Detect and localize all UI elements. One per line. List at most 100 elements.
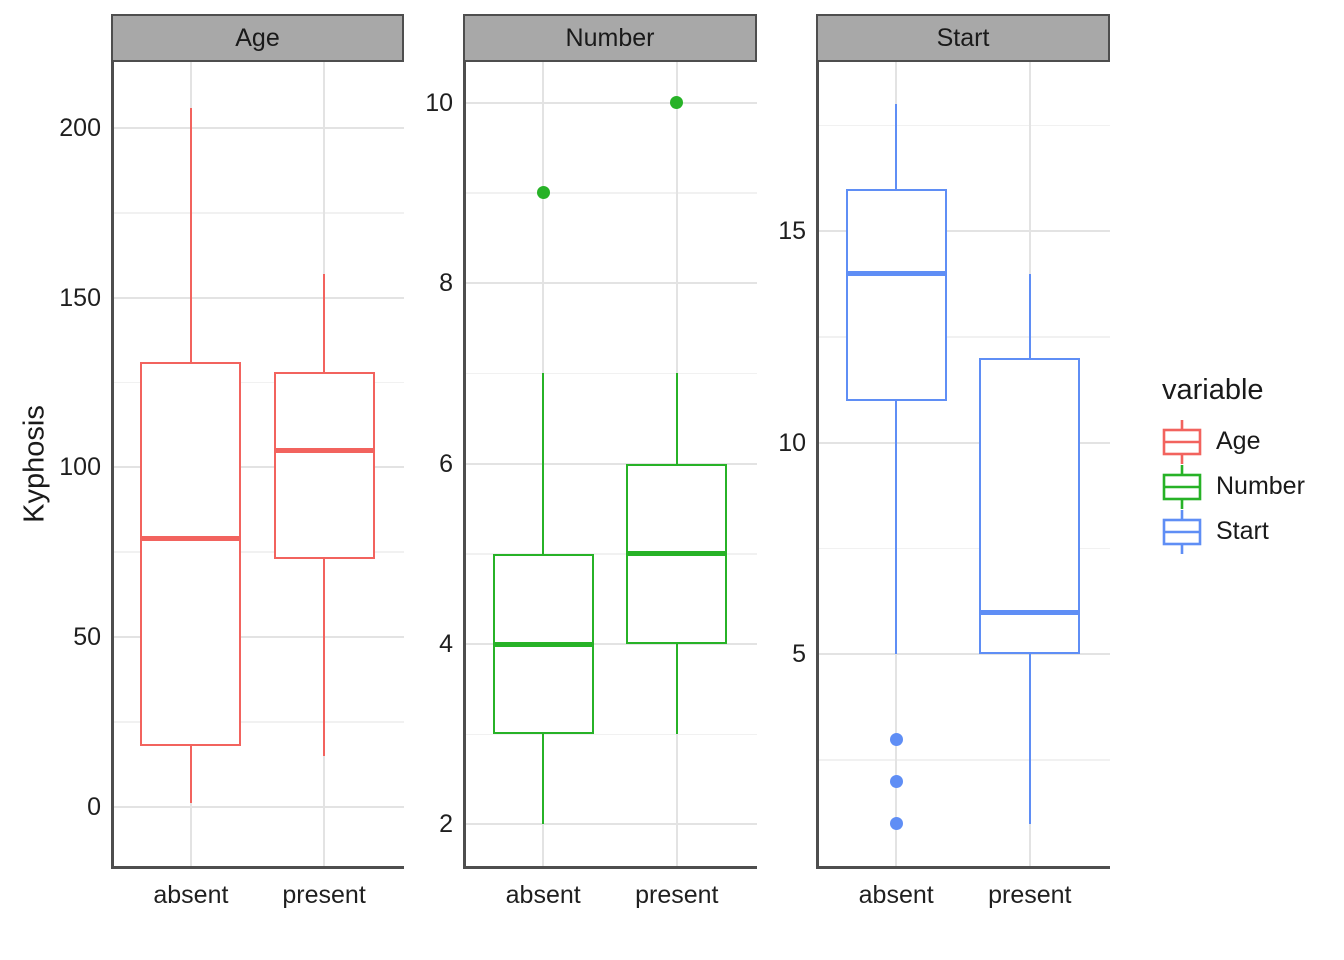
y-tick-label: 200: [59, 114, 101, 143]
legend-label: Number: [1216, 472, 1305, 500]
box-iqr: [979, 358, 1081, 655]
whisker-upper: [894, 104, 898, 189]
axis-line-y: [816, 62, 819, 869]
outlier-dot: [889, 817, 903, 831]
y-tick-label: 10: [778, 428, 806, 457]
legend-entry-number: Number: [1162, 464, 1305, 509]
whisker-lower: [1028, 654, 1032, 824]
gridline-minor: [111, 381, 404, 384]
whisker-lower: [675, 644, 679, 735]
legend-entries: Age Number Start: [1162, 419, 1305, 554]
y-tick-label: 150: [59, 283, 101, 312]
axis-line-y: [463, 62, 466, 869]
legend: variable Age Number Start: [1162, 374, 1305, 554]
facet-strip-age: Age: [111, 14, 404, 62]
axis-line-x: [463, 866, 757, 869]
gridline-minor: [111, 212, 404, 214]
x-tick-label: absent: [505, 881, 581, 909]
gridline-major: [111, 296, 404, 299]
gridline-minor: [463, 553, 757, 555]
y-tick-label: 10: [425, 88, 453, 117]
gridline-minor: [111, 721, 404, 723]
whisker-upper: [541, 373, 545, 554]
facet-strip-label: Start: [936, 23, 990, 52]
whisker-lower: [189, 745, 193, 804]
facet-strip-start: Start: [816, 14, 1110, 62]
gridline-major: [111, 636, 404, 638]
gridline-major: [111, 805, 404, 808]
boxplot-age-present: [111, 62, 404, 866]
gridline-major: [111, 466, 404, 469]
facet-strip-number: Number: [463, 14, 757, 62]
gridline-major: [816, 441, 1110, 444]
gridline-minor: [463, 733, 757, 735]
legend-label: Age: [1216, 427, 1261, 455]
whisker-upper: [189, 107, 193, 363]
median-line: [140, 536, 242, 542]
whisker-lower: [894, 400, 898, 655]
facet-panel-number: [463, 62, 757, 866]
boxplot-glyph-icon: [1162, 509, 1202, 554]
gridline-major: [816, 230, 1110, 233]
median-line: [845, 271, 947, 277]
median-line: [273, 447, 375, 453]
x-tick-label: present: [282, 881, 366, 909]
gridline-major: [463, 643, 757, 646]
gridline-minor: [816, 547, 1110, 550]
gridline-major: [463, 823, 757, 826]
boxplot-start-present: [816, 62, 1110, 866]
y-tick-label: 50: [73, 623, 101, 651]
outlier-dot: [670, 96, 684, 110]
box-iqr: [140, 362, 242, 746]
whisker-upper: [675, 373, 679, 464]
legend-label: Start: [1216, 517, 1269, 545]
x-tick-label: absent: [858, 881, 934, 909]
legend-entry-age: Age: [1162, 419, 1305, 464]
whisker-upper: [1028, 273, 1032, 359]
whisker-lower: [322, 558, 326, 756]
outlier-dot: [536, 186, 550, 200]
y-tick-label: 15: [778, 217, 806, 246]
boxplot-glyph-icon: [1162, 464, 1202, 509]
x-tick-label: present: [635, 881, 719, 909]
facet-strip-label: Number: [565, 23, 655, 52]
whisker-upper: [322, 274, 326, 373]
y-tick-label: 6: [439, 449, 453, 478]
facet-panel-age: [111, 62, 404, 866]
gridline-minor: [816, 124, 1110, 127]
legend-entry-start: Start: [1162, 509, 1305, 554]
median-line: [626, 551, 728, 557]
y-tick-label: 5: [792, 640, 806, 669]
gridline-minor: [111, 551, 404, 553]
axis-line-x: [816, 866, 1110, 869]
y-tick-label: 4: [439, 630, 453, 659]
boxplot-age-absent: [111, 62, 404, 866]
gridline-minor: [816, 759, 1110, 761]
boxplot-number-absent: [463, 62, 757, 866]
facet-strip-label: Age: [235, 23, 280, 52]
box-iqr: [845, 188, 947, 401]
gridline-minor: [816, 336, 1110, 338]
boxplot-start-absent: [816, 62, 1110, 866]
gridline-major: [816, 653, 1110, 656]
boxplot-number-present: [463, 62, 757, 866]
whisker-lower: [541, 734, 545, 825]
facet-panel-start: [816, 62, 1110, 866]
gridline-major: [463, 462, 757, 465]
axis-line-y: [111, 62, 114, 869]
x-tick-label: absent: [153, 881, 229, 909]
y-tick-label: 2: [439, 810, 453, 839]
outlier-dot: [889, 732, 903, 746]
gridline-minor: [463, 192, 757, 194]
y-tick-label: 100: [59, 453, 101, 482]
median-line: [492, 641, 594, 647]
y-tick-label: 0: [87, 792, 101, 821]
outlier-dot: [889, 774, 903, 788]
gridline-minor: [463, 372, 757, 375]
box-iqr: [273, 372, 375, 559]
median-line: [979, 609, 1081, 615]
axis-line-x: [111, 866, 404, 869]
legend-title: variable: [1162, 374, 1264, 406]
boxplot-glyph-icon: [1162, 419, 1202, 464]
